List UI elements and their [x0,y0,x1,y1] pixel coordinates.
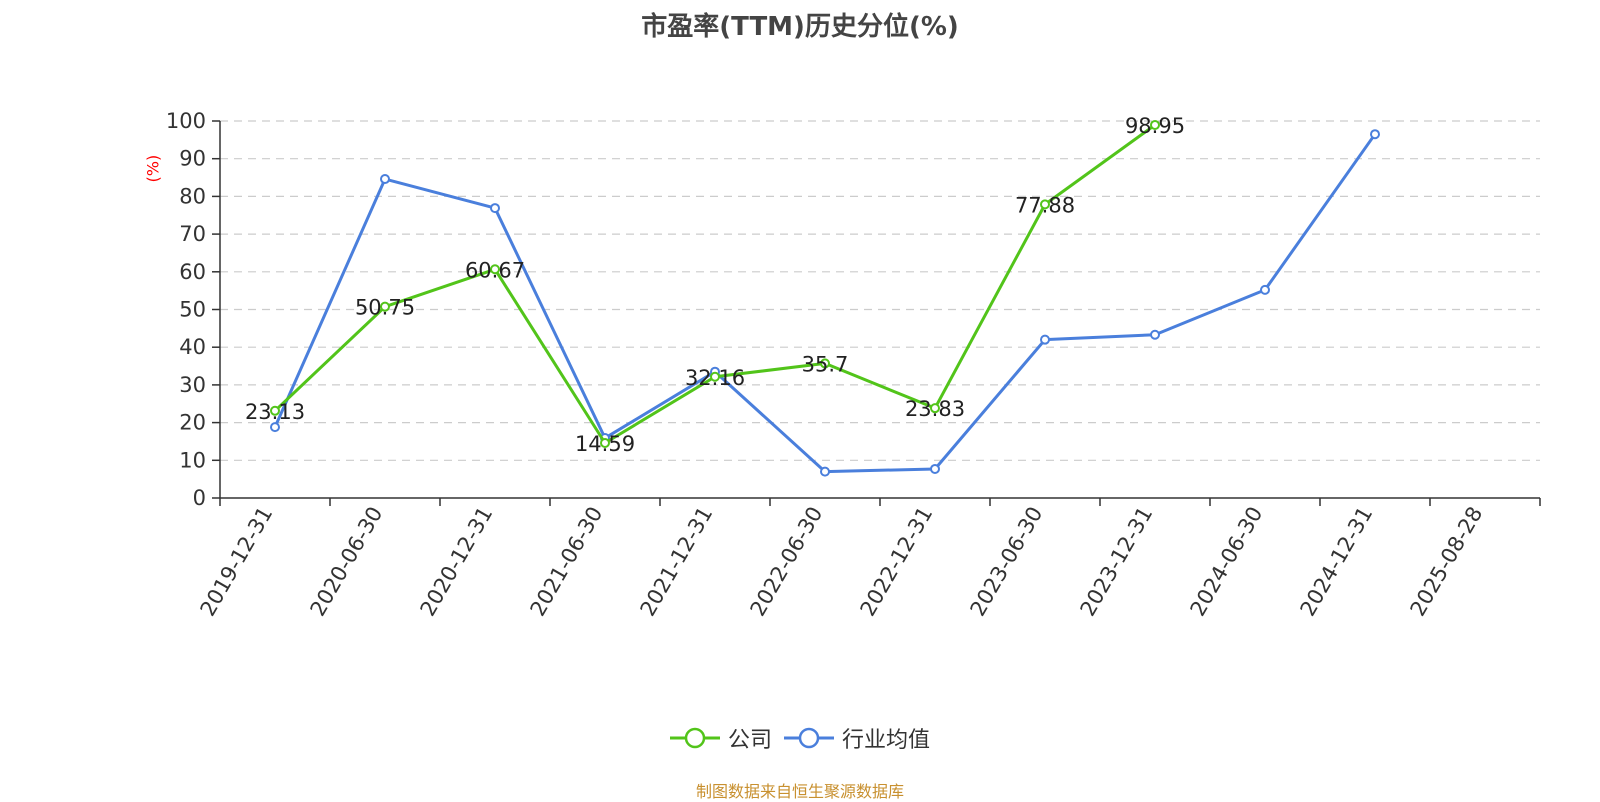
legend-swatch-industry-avg [784,727,834,749]
x-tick-label-2021-06-30: 2021-06-30 [526,503,608,621]
y-tick-label-40: 40 [179,335,206,359]
data-label-7: 77.88 [1015,193,1075,217]
legend: 公司 行业均值 [0,722,1600,754]
x-tick-label-2025-08-28: 2025-08-28 [1406,503,1488,621]
series-1-point-6 [930,463,940,474]
chart-title: 市盈率(TTM)历史分位(%) [641,12,959,42]
legend-item-company[interactable]: 公司 [669,722,772,754]
y-tick-label-10: 10 [179,448,206,472]
series-1-point-9 [1260,284,1270,295]
y-tick-label-0: 0 [193,486,206,510]
y-tick-label-100: 100 [166,109,206,133]
series-1-point-10 [1370,129,1380,140]
legend-label-company: 公司 [727,728,772,753]
x-tick-label-2020-06-30: 2020-06-30 [306,503,388,621]
y-tick-label-30: 30 [179,373,206,397]
series-1-point-7 [1040,334,1050,345]
series-0-point-6 [930,403,940,414]
x-tick-label-2024-12-31: 2024-12-31 [1296,503,1378,621]
data-source-note: 制图数据来自恒生聚源数据库 [695,782,904,801]
series-1-point-5 [820,466,830,477]
series-1-point-0 [270,422,280,433]
data-label-4: 32.16 [685,366,745,390]
series-line-0 [273,123,1156,445]
y-tick-label-20: 20 [179,411,206,435]
data-label-3: 14.59 [575,432,635,456]
x-tick-label-2023-06-30: 2023-06-30 [966,503,1048,621]
series-0-point-5 [820,358,830,369]
x-tick-label-2024-06-30: 2024-06-30 [1186,503,1268,621]
legend-swatch-company [669,727,720,749]
series-0-point-4 [710,371,720,382]
legend-label-industry-avg: 行业均值 [842,728,931,753]
data-label-8: 98.95 [1125,114,1185,138]
series-0-point-1 [380,301,390,312]
x-tick-label-2021-12-31: 2021-12-31 [636,503,718,621]
series-0-point-0 [270,405,280,416]
x-tick-label-2022-12-31: 2022-12-31 [856,503,938,621]
data-label-6: 23.83 [905,397,965,421]
series-0-point-3 [600,437,610,448]
y-tick-label-60: 60 [179,260,206,284]
series-0-point-7 [1040,199,1050,210]
y-tick-label-80: 80 [179,184,206,208]
data-label-5: 35.7 [802,352,849,376]
legend-item-industry-avg[interactable]: 行业均值 [784,722,930,754]
y-tick-label-90: 90 [179,147,206,171]
series-0-point-2 [490,264,500,275]
y-tick-label-70: 70 [179,222,206,246]
series-1-point-8 [1150,329,1160,340]
x-tick-label-2023-12-31: 2023-12-31 [1076,503,1158,621]
data-label-1: 50.75 [355,296,415,320]
series-1-point-2 [490,203,500,214]
y-tick-label-50: 50 [179,298,206,322]
x-tick-label-2019-12-31: 2019-12-31 [196,503,278,621]
data-label-2: 60.67 [465,258,525,282]
series-1-point-1 [380,174,390,185]
x-tick-label-2020-12-31: 2020-12-31 [416,503,498,621]
data-label-0: 23.13 [245,400,305,424]
x-tick-label-2022-06-30: 2022-06-30 [746,503,828,621]
series-0-point-8 [1150,119,1160,130]
series-line-1 [273,133,1377,474]
